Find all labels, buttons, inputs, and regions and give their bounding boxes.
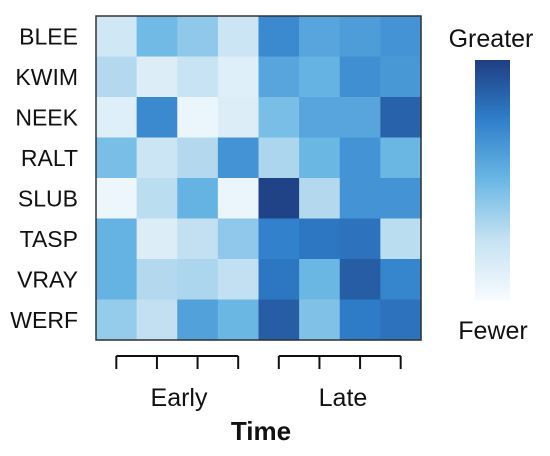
heatmap-cell — [136, 16, 178, 58]
heatmap-cell — [177, 97, 219, 139]
heatmap-cell — [177, 56, 219, 98]
row-labels: BLEE KWIM NEEK RALT SLUB TASP VRAY WERF — [10, 23, 78, 333]
plot-frame — [95, 15, 422, 341]
heatmap-cell — [217, 56, 260, 98]
heatmap-cell — [96, 97, 138, 139]
row-label: RALT — [21, 145, 78, 171]
heatmap-cell — [136, 299, 178, 341]
heatmap-cell — [380, 178, 422, 220]
heatmap-cell — [339, 97, 381, 139]
heatmap-cell — [136, 97, 178, 139]
heatmap-cell — [258, 97, 300, 139]
heatmap-cell — [217, 97, 260, 139]
heatmap-cell — [177, 299, 219, 341]
heatmap-cell — [299, 259, 341, 301]
heatmap-cell — [177, 259, 219, 301]
heatmap-cell — [136, 259, 178, 301]
row-label: BLEE — [19, 23, 78, 49]
group-label-early: Early — [151, 384, 208, 412]
heatmap-cell — [299, 299, 341, 341]
row-label: SLUB — [18, 185, 78, 211]
heatmap-cell — [177, 178, 219, 220]
heatmap-cell — [136, 178, 178, 220]
row-label: WERF — [10, 307, 78, 333]
heatmap-cell — [339, 299, 381, 341]
row-label: KWIM — [15, 64, 78, 90]
heatmap-cell — [258, 218, 300, 260]
heatmap-cell — [299, 218, 341, 260]
heatmap-cell — [136, 218, 178, 260]
heatmap-cell — [339, 259, 381, 301]
heatmap-cell — [380, 137, 422, 179]
heatmap-cell — [177, 137, 219, 179]
heatmap-cell — [177, 16, 219, 58]
heatmap-cell — [380, 299, 422, 341]
row-label: TASP — [20, 226, 78, 252]
heatmap-cell — [299, 97, 341, 139]
heatmap-cell — [339, 56, 381, 98]
heatmap-cell — [177, 218, 219, 260]
heatmap-cell — [96, 218, 138, 260]
heatmap-cell — [136, 56, 178, 98]
heatmap-cell — [339, 16, 381, 58]
heatmap-cell — [258, 56, 300, 98]
heatmap-cell — [299, 178, 341, 220]
color-scale-bar — [475, 60, 510, 300]
heatmap-cell — [258, 259, 300, 301]
heatmap-cell — [258, 178, 300, 220]
heatmap-cell — [258, 299, 300, 341]
row-label: VRAY — [17, 266, 78, 292]
heatmap-cell — [96, 56, 138, 98]
heatmap-cell — [339, 218, 381, 260]
heatmap-cell — [299, 56, 341, 98]
x-axis-ticks — [115, 355, 402, 369]
heatmap-cell — [217, 137, 260, 179]
heatmap-cell — [339, 137, 381, 179]
heatmap-cell — [380, 56, 422, 98]
group-label-late: Late — [319, 384, 368, 412]
heatmap-cell — [136, 137, 178, 179]
legend-high-label: Greater — [449, 25, 534, 53]
x-axis-title: Time — [231, 416, 291, 446]
heatmap-cell — [217, 178, 260, 220]
heatmap-cell — [217, 299, 260, 341]
heatmap-cells — [96, 16, 422, 341]
legend-low-label: Fewer — [458, 317, 527, 345]
heatmap-cell — [339, 178, 381, 220]
heatmap-cell — [96, 16, 138, 58]
heatmap-cell — [380, 16, 422, 58]
heatmap-cell — [380, 218, 422, 260]
heatmap-cell — [380, 97, 422, 139]
heatmap-cell — [217, 218, 260, 260]
heatmap-cell — [217, 259, 260, 301]
heatmap-cell — [217, 16, 260, 58]
heatmap-cell — [299, 137, 341, 179]
heatmap-cell — [96, 137, 138, 179]
heatmap-cell — [258, 137, 300, 179]
heatmap-cell — [299, 16, 341, 58]
heatmap-cell — [96, 178, 138, 220]
heatmap-cell — [96, 299, 138, 341]
heatmap-cell — [96, 259, 138, 301]
heatmap-cell — [258, 16, 300, 58]
heatmap-cell — [380, 259, 422, 301]
row-label: NEEK — [15, 104, 78, 130]
